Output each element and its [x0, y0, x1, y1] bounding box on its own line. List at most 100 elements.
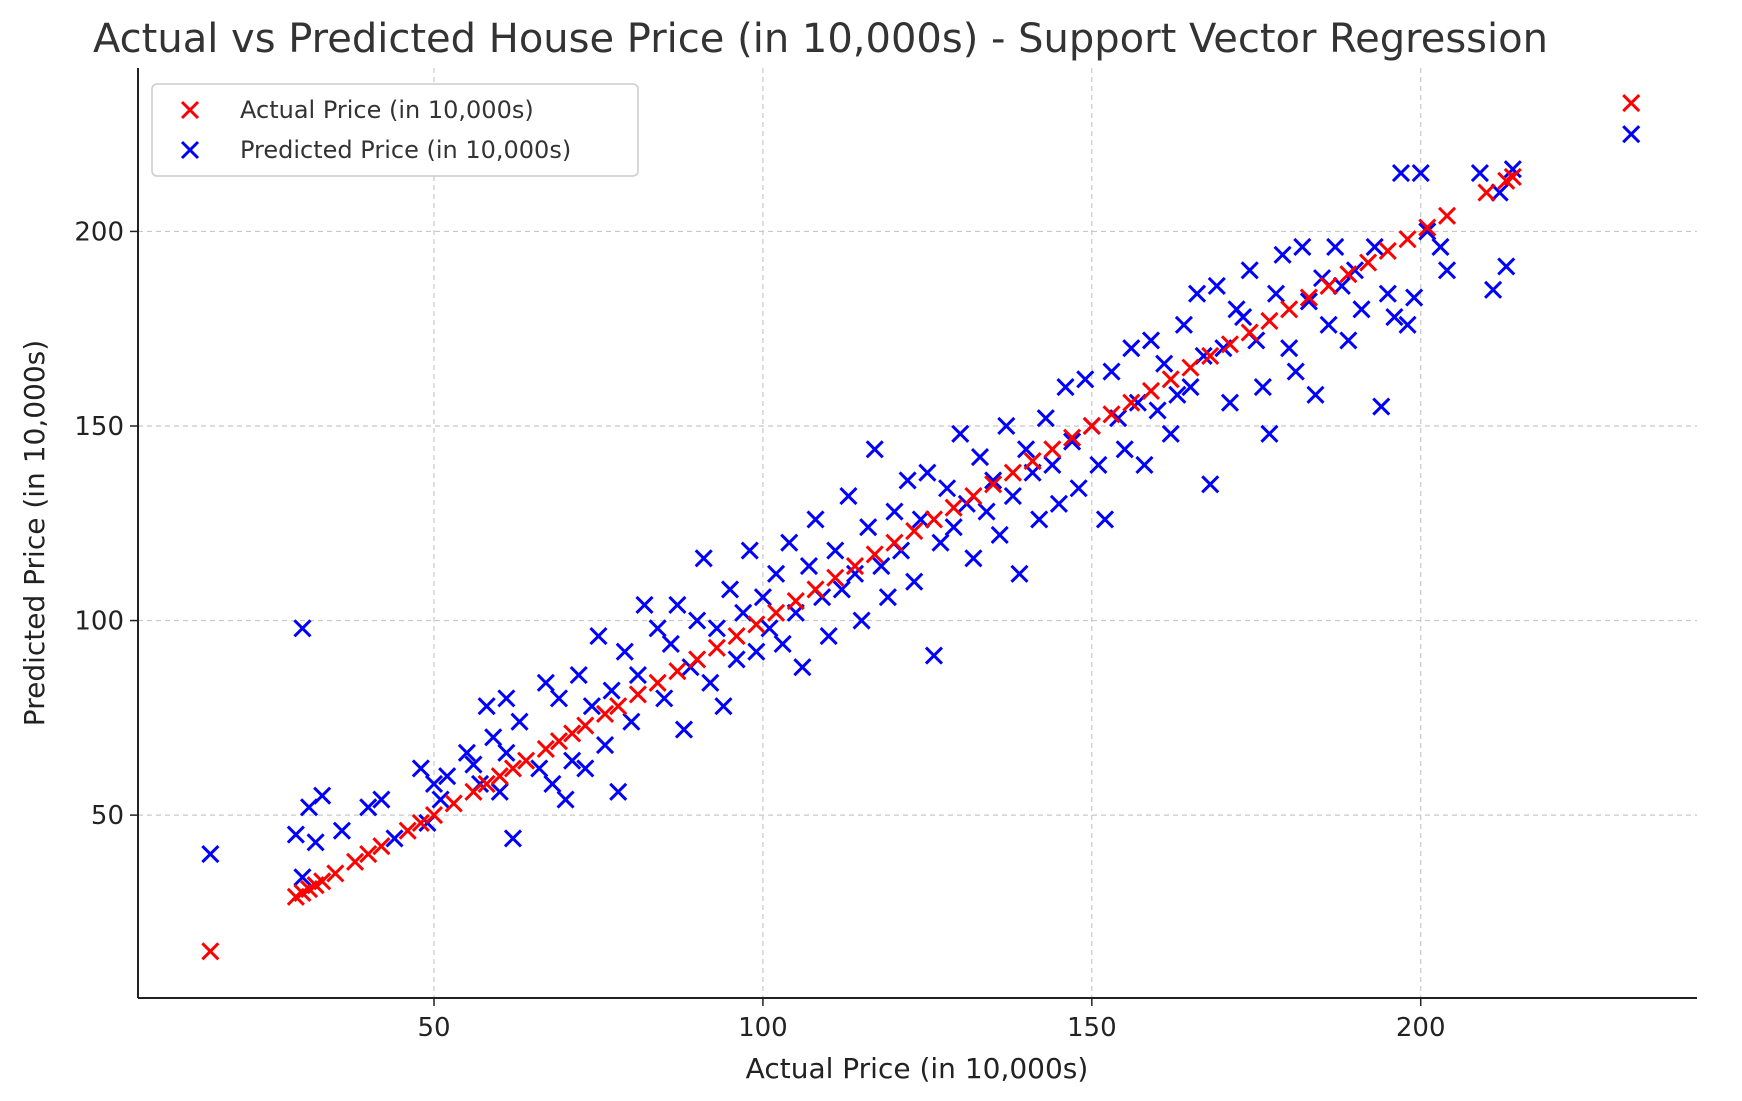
- y-ticks: 50 100 150 200: [74, 217, 138, 831]
- predicted-price-point: [1266, 284, 1286, 303]
- predicted-price-point: [1497, 257, 1516, 276]
- predicted-price-point: [1076, 370, 1095, 389]
- actual-price-point: [398, 821, 417, 840]
- x-tick-label: 100: [738, 1013, 788, 1043]
- actual-price-point: [786, 592, 805, 611]
- predicted-price-point: [411, 759, 430, 778]
- actual-price-point: [1437, 206, 1457, 225]
- actual-price-point: [464, 782, 483, 801]
- predicted-price-point: [1470, 164, 1489, 183]
- predicted-price-point: [964, 549, 983, 568]
- predicted-price-point: [510, 712, 529, 731]
- predicted-price-point: [694, 549, 713, 568]
- actual-price-point: [1299, 288, 1318, 307]
- actual-price-point: [648, 673, 667, 692]
- actual-price-point: [313, 872, 332, 891]
- y-tick-label: 150: [74, 412, 124, 442]
- predicted-price-point: [1010, 564, 1029, 583]
- predicted-price-point: [595, 736, 615, 755]
- actual-price-point: [372, 837, 391, 856]
- predicted-price-point: [780, 533, 799, 552]
- predicted-price-point: [1490, 183, 1509, 202]
- actual-price-point: [727, 627, 746, 646]
- axes: [137, 68, 1697, 999]
- actual-price-point: [1622, 93, 1641, 113]
- predicted-price-point: [497, 743, 516, 762]
- x-tick-label: 200: [1396, 1013, 1446, 1043]
- actual-price-point: [806, 580, 825, 599]
- actual-price-point: [536, 739, 555, 759]
- predicted-price-point: [1201, 475, 1220, 494]
- predicted-price-point: [1043, 455, 1062, 474]
- predicted-price-point: [1155, 354, 1174, 373]
- predicted-price-point: [1016, 440, 1036, 459]
- predicted-price-point: [1234, 307, 1253, 327]
- predicted-price-point: [1365, 237, 1384, 257]
- predicted-price-point: [714, 697, 733, 716]
- predicted-price-point: [615, 642, 634, 661]
- predicted-price-point: [582, 697, 601, 716]
- y-axis-title: Predicted Price (in 10,000s): [18, 340, 51, 726]
- actual-price-point: [826, 568, 845, 587]
- predicted-price-point: [990, 525, 1009, 545]
- predicted-price-point: [1339, 331, 1358, 350]
- legend-marker-actual: [180, 100, 200, 120]
- predicted-price-point: [865, 440, 884, 459]
- predicted-price-point: [1273, 245, 1292, 264]
- predicted-price-point: [1260, 424, 1279, 443]
- actual-price-point: [346, 852, 365, 871]
- predicted-price-point: [1063, 432, 1082, 451]
- predicted-price-point: [859, 518, 878, 537]
- actual-price-point: [490, 767, 509, 786]
- predicted-price-point: [938, 479, 957, 498]
- predicted-price-point: [628, 665, 647, 685]
- predicted-price-point: [424, 774, 444, 794]
- predicted-price-point: [1352, 300, 1371, 319]
- predicted-price-point: [997, 416, 1016, 436]
- predicted-price-point: [984, 471, 1003, 490]
- predicted-price-point: [1418, 222, 1437, 241]
- predicted-price-point: [503, 829, 523, 848]
- predicted-price-point: [622, 712, 641, 731]
- predicted-price-point: [793, 658, 812, 677]
- predicted-price-point: [563, 751, 582, 770]
- predicted-price-point: [438, 767, 457, 786]
- predicted-price-point: [1299, 292, 1318, 311]
- predicted-price-point: [720, 580, 740, 599]
- predicted-price-point: [924, 646, 944, 665]
- predicted-price-point: [1122, 339, 1141, 358]
- predicted-price-point: [799, 557, 819, 576]
- predicted-price-point: [1089, 455, 1108, 474]
- predicted-price-point: [885, 502, 904, 521]
- actual-price-point: [668, 662, 687, 681]
- actual-price-point: [1280, 300, 1299, 319]
- predicted-price-point: [1220, 393, 1240, 412]
- actual-price-point: [984, 475, 1003, 494]
- predicted-price-point: [1115, 440, 1134, 459]
- actual-price-point: [944, 498, 963, 517]
- predicted-price-point: [1030, 510, 1049, 529]
- actual-price-point: [1220, 335, 1240, 354]
- actual-price-point: [517, 751, 536, 770]
- predicted-price-point: [918, 463, 937, 482]
- predicted-price-point: [832, 580, 851, 599]
- predicted-price-point: [576, 759, 595, 778]
- legend: Actual Price (in 10,000s) Predicted Pric…: [151, 83, 639, 177]
- predicted-price-point: [1181, 378, 1200, 397]
- predicted-price-point: [845, 564, 865, 583]
- predicted-price-point: [1293, 237, 1312, 257]
- x-tick-label: 150: [1067, 1013, 1117, 1043]
- predicted-price-point: [747, 642, 766, 661]
- predicted-price-point: [727, 650, 746, 669]
- actual-price-point: [885, 533, 904, 552]
- y-tick-label: 100: [74, 607, 124, 637]
- actual-price-point: [609, 697, 628, 716]
- actual-price-point: [628, 685, 647, 704]
- actual-price-point: [905, 521, 924, 541]
- actual-price-point: [1102, 405, 1121, 424]
- legend-predicted-x-icon: [180, 140, 200, 160]
- actual-price-point: [1122, 393, 1141, 412]
- predicted-price-point: [1280, 339, 1299, 358]
- predicted-price-point: [1385, 307, 1404, 327]
- predicted-price-point: [648, 619, 667, 638]
